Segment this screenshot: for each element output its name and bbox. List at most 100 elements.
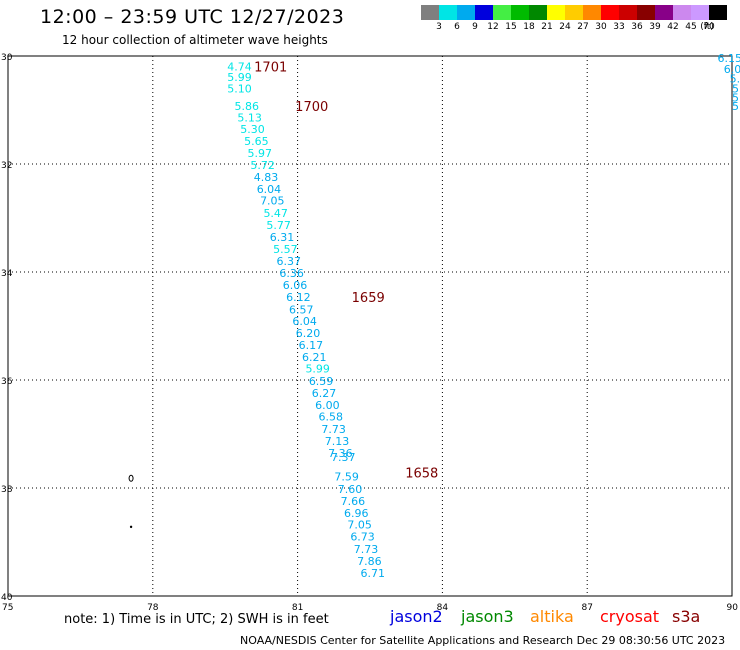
map-title: 12:00 – 23:59 UTC 12/27/2023 <box>40 6 345 28</box>
legend-jason2: jason2 <box>390 607 443 626</box>
legend-cryosat: cryosat <box>600 607 660 626</box>
map-subtitle: 12 hour collection of altimeter wave hei… <box>62 33 328 47</box>
scale-swatch <box>565 5 583 20</box>
wave-height-value: 6.06 <box>283 279 308 292</box>
longitude-tick-label: 87 <box>581 603 592 613</box>
wave-height-value: 7.36 <box>328 447 353 460</box>
latitude-tick-label: 40 <box>1 593 13 603</box>
longitude-tick-label: 84 <box>437 603 449 613</box>
wave-height-value: 6.12 <box>286 291 311 304</box>
legend-altika: altika <box>530 607 574 626</box>
wave-height-value: 6.04 <box>292 315 317 328</box>
wave-height-value: 6.21 <box>302 351 327 364</box>
latitude-tick-label: 36 <box>1 377 13 387</box>
pass-time-label: 1658 <box>405 466 438 481</box>
scale-label: 70 <box>703 22 715 32</box>
scale-swatch <box>475 5 493 20</box>
pass-time-label: 1700 <box>295 100 328 115</box>
wave-height-value: 6.05 <box>724 63 740 76</box>
scale-swatch <box>655 5 673 20</box>
wave-height-value: 5.13 <box>237 112 262 125</box>
wave-height-value: 5.99 <box>227 71 252 84</box>
scale-swatch <box>691 5 709 20</box>
wave-height-value: 5.47 <box>263 207 288 220</box>
scale-swatch <box>619 5 637 20</box>
scale-label: (ft) <box>700 22 714 32</box>
credit-line: NOAA/NESDIS Center for Satellite Applica… <box>240 634 726 647</box>
wave-height-value: 5.72 <box>250 159 275 172</box>
scale-label: 30 <box>595 22 607 32</box>
scale-swatch <box>709 5 727 20</box>
wave-height-value: 5.65 <box>244 135 269 148</box>
wave-height-value: 5.97 <box>248 147 273 160</box>
scale-swatch <box>673 5 691 20</box>
scale-swatch <box>583 5 601 20</box>
scale-label: 18 <box>523 22 535 32</box>
scale-label: 33 <box>613 22 625 32</box>
scale-label: 21 <box>541 22 553 32</box>
island-outline <box>128 474 134 482</box>
scale-label: 12 <box>487 22 499 32</box>
wave-height-value: 4.83 <box>254 171 279 184</box>
wave-height-value: 7.37 <box>331 451 356 464</box>
wave-height-value: 6.31 <box>270 231 295 244</box>
scale-label: 6 <box>454 22 460 32</box>
scale-label: 39 <box>649 22 661 32</box>
wave-height-value: 7.86 <box>357 555 382 568</box>
wave-height-value: 5.30 <box>240 123 265 136</box>
longitude-tick-label: 90 <box>727 603 739 613</box>
legend-jason3: jason3 <box>461 607 514 626</box>
wave-height-value: 7.05 <box>260 195 285 208</box>
wave-height-value: 7.05 <box>347 519 372 532</box>
wave-height-value: 5 <box>732 100 739 113</box>
wave-height-value: 6.37 <box>276 255 301 268</box>
scale-swatch <box>547 5 565 20</box>
wave-height-value: 5.77 <box>266 219 291 232</box>
latitude-tick-label: 38 <box>1 485 13 495</box>
longitude-tick-label: 78 <box>147 603 159 613</box>
wave-height-color-scale <box>421 5 727 20</box>
scale-label: 3 <box>436 22 442 32</box>
scale-swatch <box>529 5 547 20</box>
wave-height-value: 5 <box>732 92 739 105</box>
wave-height-value: 7.73 <box>321 423 346 436</box>
wave-height-value: 5.10 <box>227 82 252 95</box>
wave-height-value: 6.20 <box>296 327 321 340</box>
wave-height-value: 5. <box>732 82 740 95</box>
scale-swatch <box>601 5 619 20</box>
wave-height-value: 5.57 <box>273 243 298 256</box>
island-dot <box>129 525 133 529</box>
wave-height-value: 6.17 <box>299 339 324 352</box>
pass-time-label: 1701 <box>254 60 287 75</box>
scale-label: 36 <box>631 22 643 32</box>
scale-swatch <box>457 5 475 20</box>
wave-height-value: 6.27 <box>312 387 337 400</box>
wave-height-value: 6.71 <box>360 567 385 580</box>
latitude-tick-label: 34 <box>1 269 13 279</box>
legend-s3a: s3a <box>672 607 701 626</box>
map-frame <box>7 55 733 597</box>
scale-swatch <box>493 5 511 20</box>
scale-label: 24 <box>559 22 571 32</box>
wave-height-value: 7.59 <box>334 471 359 484</box>
scale-label: 45 <box>685 22 697 32</box>
scale-label: 15 <box>505 22 517 32</box>
wave-height-value: 6.96 <box>344 507 369 520</box>
wave-height-value: 7.13 <box>325 435 350 448</box>
wave-height-value: 7.60 <box>338 483 363 496</box>
wave-height-value: 7.66 <box>341 495 366 508</box>
scale-swatch <box>421 5 439 20</box>
scale-label: 42 <box>667 22 679 32</box>
scale-swatch <box>511 5 529 20</box>
latitude-tick-label: 30 <box>1 53 13 63</box>
wave-height-value: 6.57 <box>289 303 314 316</box>
wave-height-value: 5.99 <box>305 363 330 376</box>
wave-height-value: 5.86 <box>234 100 259 113</box>
units-note: note: 1) Time is in UTC; 2) SWH is in fe… <box>64 612 329 627</box>
longitude-tick-label: 75 <box>2 603 13 613</box>
wave-height-value: 6.04 <box>257 183 282 196</box>
scale-swatch <box>637 5 655 20</box>
wave-height-value: 6.36 <box>279 267 304 280</box>
wave-height-value: 6.73 <box>350 531 375 544</box>
wave-height-value: 6.15 <box>718 52 740 65</box>
